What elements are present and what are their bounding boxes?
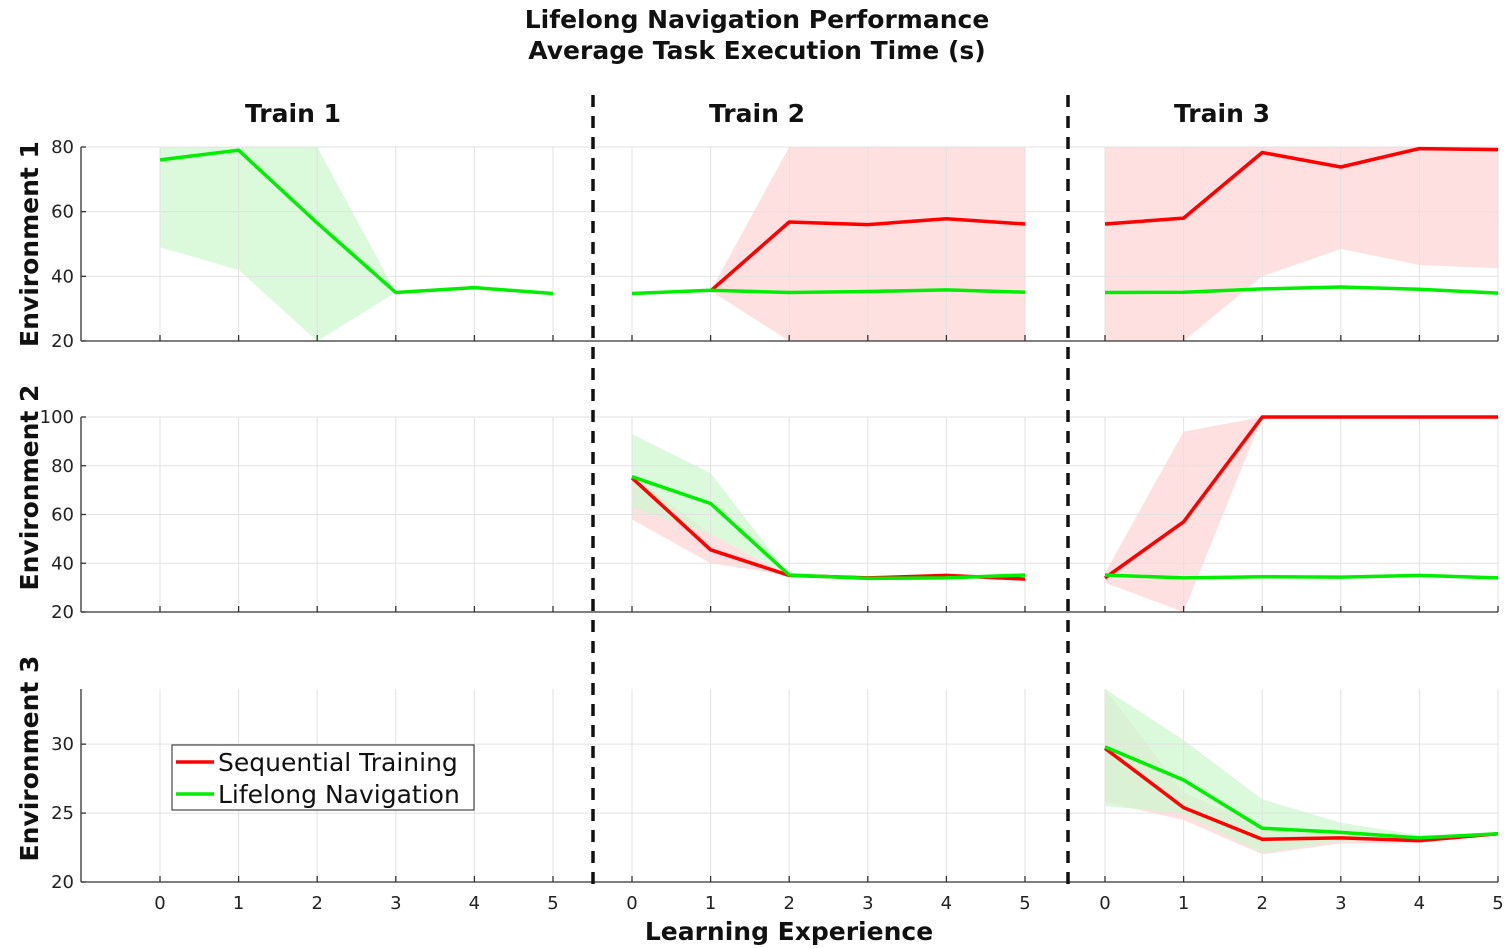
row-label-environment-2: Environment 2 (15, 385, 44, 591)
column-title-train-1: Train 1 (245, 99, 341, 128)
series-line-lifelong-navigation (159, 148, 554, 296)
series-line-lifelong-navigation (1104, 573, 1499, 580)
series-line-lifelong-navigation (1104, 285, 1499, 295)
column-title-train-3: Train 3 (1174, 99, 1270, 128)
x-tick-label: 2 (311, 893, 322, 914)
band-sequential-training (1105, 147, 1498, 341)
x-tick-label: 1 (705, 893, 716, 914)
chart-title-line-2: Average Task Execution Time (s) (528, 36, 985, 65)
x-tick-label: 0 (1099, 893, 1110, 914)
x-tick-label: 2 (783, 893, 794, 914)
legend-box (171, 744, 475, 811)
x-axis-label: Learning Experience (645, 917, 933, 946)
series-line-lifelong-navigation (631, 288, 1026, 296)
y-tick-label: 80 (51, 137, 74, 158)
x-tick-label: 1 (1178, 893, 1189, 914)
x-tick-label: 3 (1335, 893, 1346, 914)
y-tick-label: 30 (51, 734, 74, 755)
row-label-environment-1: Environment 1 (15, 141, 44, 347)
y-tick-label: 40 (51, 266, 74, 287)
band-lifelong-navigation (1105, 689, 1498, 853)
x-tick-label: 4 (1414, 893, 1425, 914)
y-tick-label: 100 (40, 407, 74, 428)
x-tick-label: 5 (1019, 893, 1030, 914)
column-title-train-2: Train 2 (709, 99, 805, 128)
x-tick-label: 4 (469, 893, 480, 914)
series-line-sequential-training (709, 217, 1026, 293)
row-label-environment-3: Environment 3 (15, 656, 44, 862)
series-line-sequential-training (1103, 415, 1498, 580)
line-layer (159, 146, 1499, 843)
band-lifelong-navigation (632, 434, 1025, 579)
band-lifelong-navigation (160, 147, 553, 341)
y-tick-label: 20 (51, 602, 74, 623)
x-tick-label: 3 (390, 893, 401, 914)
chart-title-line-1: Lifelong Navigation Performance (525, 5, 990, 34)
x-tick-label: 4 (941, 893, 952, 914)
x-tick-label: 3 (862, 893, 873, 914)
series-line-sequential-training (1103, 746, 1499, 843)
axes-layer (80, 95, 1499, 884)
y-tick-label: 80 (51, 456, 74, 477)
y-tick-label: 20 (51, 331, 74, 352)
x-tick-label: 5 (1492, 893, 1503, 914)
y-tick-label: 20 (51, 872, 74, 893)
x-tick-label: 0 (154, 893, 165, 914)
y-tick-label: 40 (51, 553, 74, 574)
y-tick-label: 60 (51, 202, 74, 223)
x-tick-label: 1 (233, 893, 244, 914)
y-tick-label: 25 (51, 803, 74, 824)
legend: Sequential Training Lifelong Navigation (171, 744, 475, 811)
x-tick-label: 0 (626, 893, 637, 914)
y-tick-label: 60 (51, 505, 74, 526)
series-line-lifelong-navigation (1104, 745, 1499, 840)
x-tick-label: 5 (547, 893, 558, 914)
series-line-lifelong-navigation (631, 475, 1026, 581)
series-line-sequential-training (1104, 146, 1499, 226)
legend-label-lifelong-navigation: Lifelong Navigation (218, 780, 460, 809)
band-sequential-training (632, 475, 1025, 580)
legend-label-sequential-training: Sequential Training (218, 748, 458, 777)
x-tick-label: 2 (1256, 893, 1267, 914)
